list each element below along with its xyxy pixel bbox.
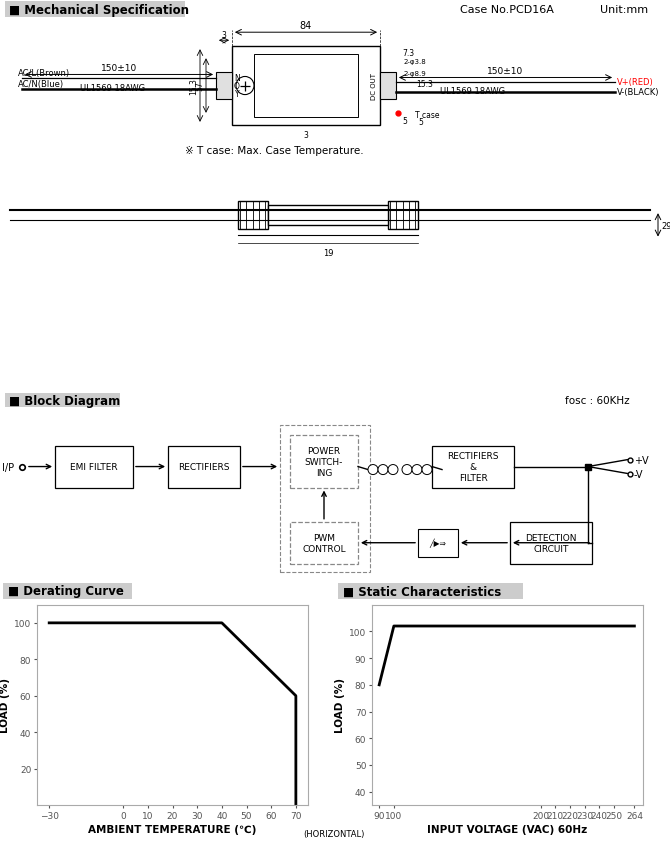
Text: RECTIFIERS
&
FILTER: RECTIFIERS & FILTER (448, 452, 498, 482)
Text: 15.3: 15.3 (416, 80, 433, 89)
Circle shape (236, 78, 254, 95)
Text: Case No.PCD16A: Case No.PCD16A (460, 5, 554, 15)
Bar (168, 446, 240, 488)
Text: AC/N(Blue): AC/N(Blue) (18, 79, 64, 89)
Bar (510, 522, 592, 564)
Bar (290, 436, 358, 488)
Circle shape (422, 465, 432, 475)
Text: T case: T case (415, 111, 440, 120)
Bar (55, 446, 133, 488)
Bar (5, 2, 185, 18)
Bar (238, 202, 268, 230)
Text: 2-φ3.8: 2-φ3.8 (404, 60, 427, 66)
Text: Unit:mm: Unit:mm (600, 5, 648, 15)
Text: 2-φ8.9: 2-φ8.9 (404, 72, 427, 78)
Text: ╱▶⇒: ╱▶⇒ (429, 538, 446, 548)
Text: (HORIZONTAL): (HORIZONTAL) (304, 829, 364, 838)
Bar (290, 522, 358, 564)
Bar (388, 202, 418, 230)
Text: UL1569 18AWG: UL1569 18AWG (440, 87, 505, 95)
Text: 29.5: 29.5 (661, 222, 670, 231)
Circle shape (388, 465, 398, 475)
Text: RECTIFIERS: RECTIFIERS (178, 463, 230, 471)
Text: 3: 3 (304, 130, 308, 140)
Bar (5, 394, 120, 408)
Y-axis label: LOAD (%): LOAD (%) (335, 677, 345, 733)
Text: 5: 5 (402, 117, 407, 126)
Text: ■ Static Characteristics: ■ Static Characteristics (343, 584, 502, 598)
Text: N: N (234, 74, 240, 83)
Circle shape (368, 465, 378, 475)
Bar (3, 583, 132, 600)
Circle shape (378, 465, 388, 475)
Text: I/P: I/P (2, 462, 14, 472)
Bar (216, 73, 232, 100)
Text: AC/L(Brown): AC/L(Brown) (18, 69, 70, 78)
Text: POWER
SWITCH-
ING: POWER SWITCH- ING (305, 446, 343, 478)
Bar (432, 446, 514, 488)
Bar (380, 73, 396, 100)
Text: ■ Derating Curve: ■ Derating Curve (8, 584, 124, 598)
Text: V+(RED): V+(RED) (617, 78, 654, 87)
Circle shape (402, 465, 412, 475)
Bar (418, 529, 458, 557)
Bar (338, 583, 523, 600)
Text: +V: +V (634, 455, 649, 465)
Text: 150±10: 150±10 (487, 67, 523, 77)
Text: O: O (234, 82, 240, 91)
Bar (254, 55, 358, 118)
Text: PWM
CONTROL: PWM CONTROL (302, 533, 346, 553)
Text: 7.3: 7.3 (402, 49, 414, 58)
Text: 19: 19 (323, 248, 333, 257)
Y-axis label: LOAD (%): LOAD (%) (0, 677, 10, 733)
Circle shape (412, 465, 422, 475)
Text: V-(BLACK): V-(BLACK) (617, 88, 659, 97)
Text: EMI FILTER: EMI FILTER (70, 463, 118, 471)
Text: DETECTION
CIRCUIT: DETECTION CIRCUIT (525, 533, 577, 553)
Text: UL1569 18AWG: UL1569 18AWG (80, 83, 145, 93)
Text: 15.3: 15.3 (189, 78, 198, 95)
Text: Y: Y (234, 90, 239, 99)
Text: 3: 3 (222, 32, 226, 40)
Text: 57: 57 (195, 82, 204, 91)
Text: 150±10: 150±10 (101, 65, 137, 73)
Bar (280, 426, 370, 573)
Text: 5: 5 (418, 118, 423, 127)
Text: fosc : 60KHz: fosc : 60KHz (565, 396, 630, 406)
Text: ■ Mechanical Specification: ■ Mechanical Specification (9, 3, 189, 16)
Text: -V: -V (634, 469, 643, 479)
Text: ※ T case: Max. Case Temperature.: ※ T case: Max. Case Temperature. (185, 146, 364, 156)
Text: ■ Block Diagram: ■ Block Diagram (9, 394, 120, 407)
X-axis label: INPUT VOLTAGE (VAC) 60Hz: INPUT VOLTAGE (VAC) 60Hz (427, 824, 588, 834)
Text: DC OUT: DC OUT (371, 73, 377, 100)
X-axis label: AMBIENT TEMPERATURE (℃): AMBIENT TEMPERATURE (℃) (88, 824, 257, 834)
Text: 84: 84 (300, 21, 312, 32)
Bar (268, 206, 388, 226)
Bar (232, 47, 380, 125)
